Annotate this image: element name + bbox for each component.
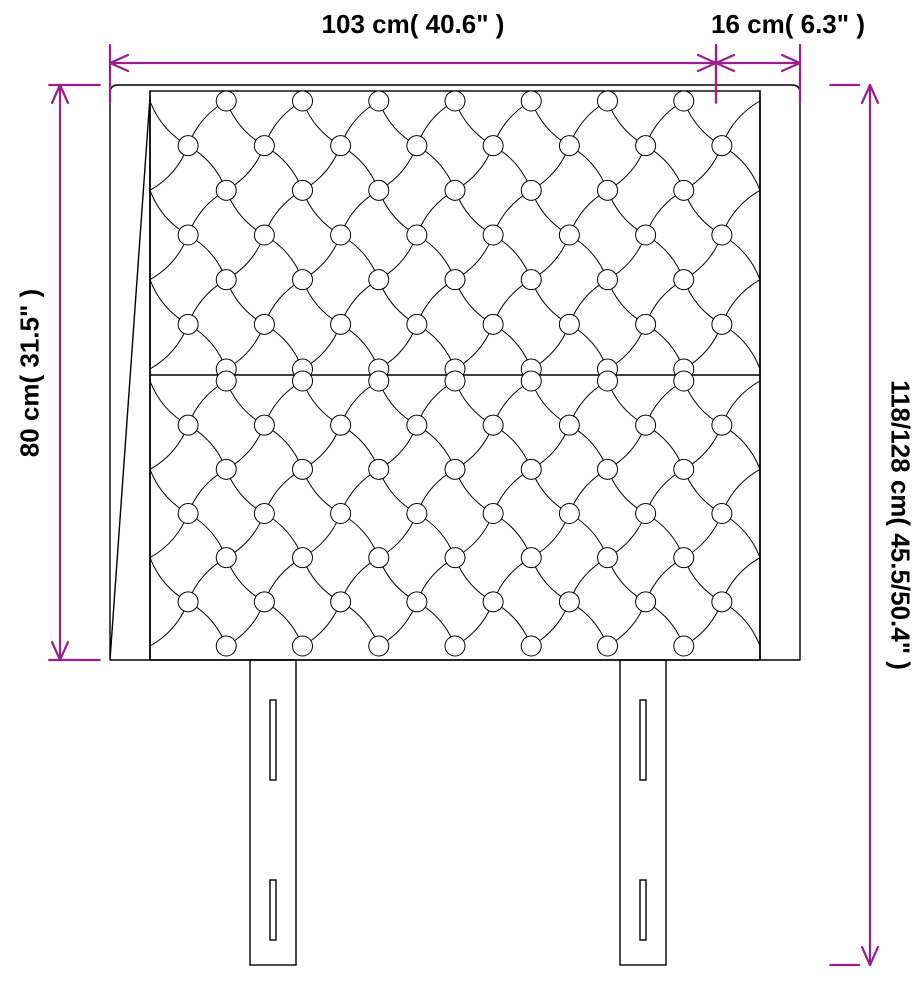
dimensions.top_side.label: 16 cm( 6.3" ) bbox=[711, 9, 865, 40]
dimensions.right.label: 118/128 cm( 45.5/50.4" ) bbox=[885, 380, 916, 670]
diagram-root: 103 cm( 40.6" ) 16 cm( 6.3" ) 80 cm( 31.5"… bbox=[0, 0, 921, 1003]
dimensions.left.label: 80 cm( 31.5" ) bbox=[15, 288, 46, 456]
dimension-lines bbox=[49, 45, 878, 965]
tufting bbox=[150, 91, 760, 656]
legs bbox=[250, 660, 666, 965]
diagram-svg bbox=[0, 0, 921, 1003]
dimensions.top_main.label: 103 cm( 40.6" ) bbox=[322, 9, 505, 40]
